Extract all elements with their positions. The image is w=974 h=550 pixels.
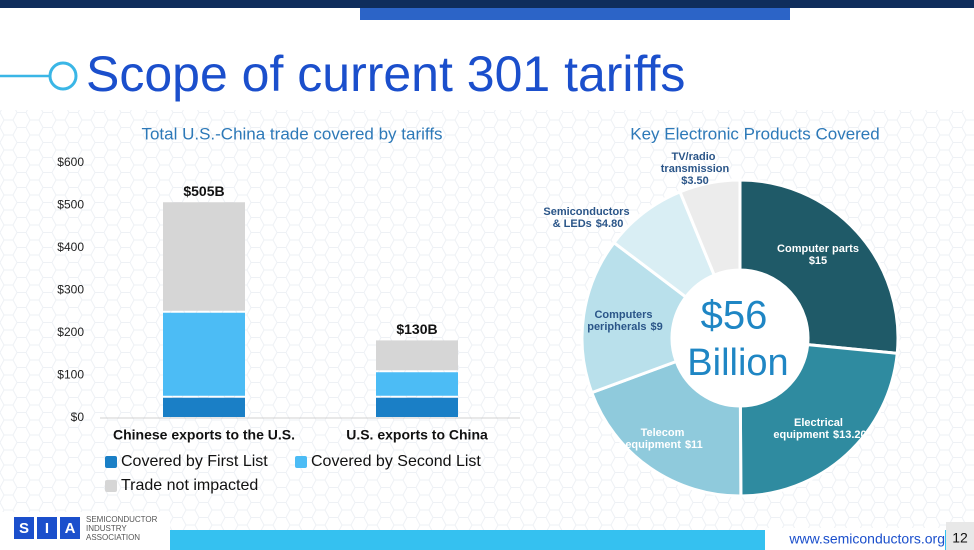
logo-name: ASSOCIATION — [86, 533, 140, 542]
logo-letter: I — [45, 520, 49, 537]
slice-value-label: $15 — [809, 255, 827, 267]
y-tick-label: $0 — [71, 410, 85, 424]
page-number: 12 — [952, 530, 968, 546]
top-band-accent — [360, 8, 790, 20]
logo-name: INDUSTRY — [86, 524, 127, 533]
top-band — [0, 0, 974, 8]
y-tick-label: $100 — [57, 368, 84, 382]
url-box — [765, 528, 945, 550]
slide-title: Scope of current 301 tariffs — [86, 46, 685, 102]
title-bullet — [48, 61, 78, 91]
slice-value-label: $13.20 — [833, 429, 867, 441]
pie-slice — [580, 240, 688, 395]
y-tick-label: $500 — [57, 198, 84, 212]
slice-label: Electrical equipment — [773, 417, 846, 441]
center-label: $56 — [701, 294, 768, 338]
logo-tile — [14, 517, 34, 539]
slice-value-label: $11 — [685, 439, 703, 451]
slice-label: Semiconductors & LEDs — [543, 206, 632, 230]
pie-slice — [589, 359, 743, 498]
logo-letter: A — [65, 520, 76, 537]
pie-chart-title: Key Electronic Products Covered — [630, 124, 879, 143]
bar-segment — [163, 397, 245, 417]
legend-label: Covered by First List — [121, 453, 268, 470]
x-tick-label: U.S. exports to China — [346, 427, 488, 443]
logo-tile — [37, 517, 57, 539]
pie-slice — [738, 342, 899, 498]
bottom-band — [0, 530, 974, 550]
page-box — [946, 522, 974, 550]
logo: S I A SEMICONDUCTOR INDUSTRY ASSOCIATION — [14, 515, 158, 542]
logo-letter: S — [19, 520, 29, 537]
total-label: $505B — [183, 183, 224, 199]
slice-label: Computer parts — [777, 243, 859, 255]
donut-hole — [673, 271, 807, 405]
slice-label: Telecom equipment — [625, 427, 687, 451]
footer-url: www.semiconductors.org — [788, 531, 945, 547]
bar-segment — [376, 340, 458, 371]
legend-swatch — [105, 456, 117, 468]
bar-segment — [163, 312, 245, 396]
legend-swatch — [295, 456, 307, 468]
bar-segment — [376, 397, 458, 417]
logo-name: SEMICONDUCTOR — [86, 515, 158, 524]
center-label: Billion — [687, 342, 788, 384]
x-tick-label: Chinese exports to the U.S. — [113, 427, 295, 443]
bar-segment — [376, 372, 458, 396]
y-tick-label: $600 — [57, 155, 84, 169]
y-tick-label: $300 — [57, 283, 84, 297]
legend-swatch — [105, 480, 117, 492]
pie-slice — [678, 178, 742, 278]
slice-label: TV/radio transmission — [661, 151, 730, 175]
legend-label: Covered by Second List — [311, 453, 481, 470]
y-tick-label: $200 — [57, 325, 84, 339]
bar-segment — [163, 202, 245, 311]
bar-chart-title: Total U.S.-China trade covered by tariff… — [141, 124, 442, 143]
total-label: $130B — [396, 321, 437, 337]
pie-slice — [738, 178, 900, 355]
slice-value-label: $3.50 — [681, 175, 709, 187]
slice-label: Computers peripherals — [587, 309, 655, 333]
slice-value-label: $4.80 — [596, 218, 624, 230]
logo-tile — [60, 517, 80, 539]
legend-label: Trade not impacted — [121, 477, 258, 494]
y-tick-label: $400 — [57, 240, 84, 254]
slice-value-label: $9 — [651, 321, 663, 333]
